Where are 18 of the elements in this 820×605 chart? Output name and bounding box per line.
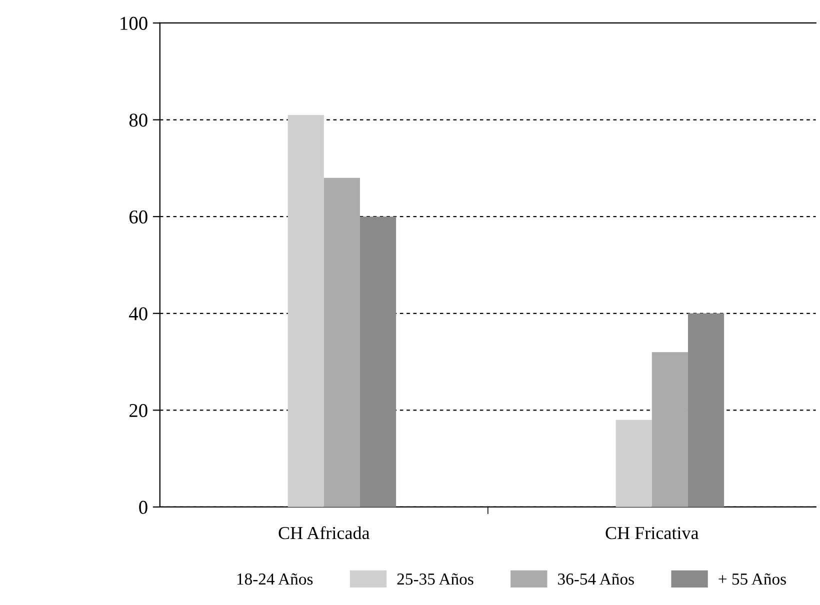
- y-tick-label: 100: [120, 16, 148, 30]
- y-tick-label: 20: [130, 404, 148, 418]
- bar: [652, 352, 688, 507]
- text: 18-24 Años: [237, 573, 313, 585]
- legend-label: 36-54 Años: [558, 573, 634, 585]
- y-tick-label: 40: [129, 307, 148, 320]
- y-tick-label: 80: [129, 114, 148, 127]
- bar: [288, 114, 324, 507]
- bar: [616, 420, 652, 507]
- y-tick-label: 0: [139, 500, 148, 514]
- legend-label: + 55 Años: [718, 573, 786, 585]
- x-tick-label: CH Africada: [278, 526, 370, 540]
- bar: [360, 216, 396, 507]
- bar: [688, 313, 724, 507]
- y-tick-label: 60: [129, 210, 148, 224]
- bar: [324, 178, 360, 507]
- x-tick-label: CH Fricativa: [606, 527, 699, 540]
- legend-label: 25-35 Años: [397, 573, 474, 585]
